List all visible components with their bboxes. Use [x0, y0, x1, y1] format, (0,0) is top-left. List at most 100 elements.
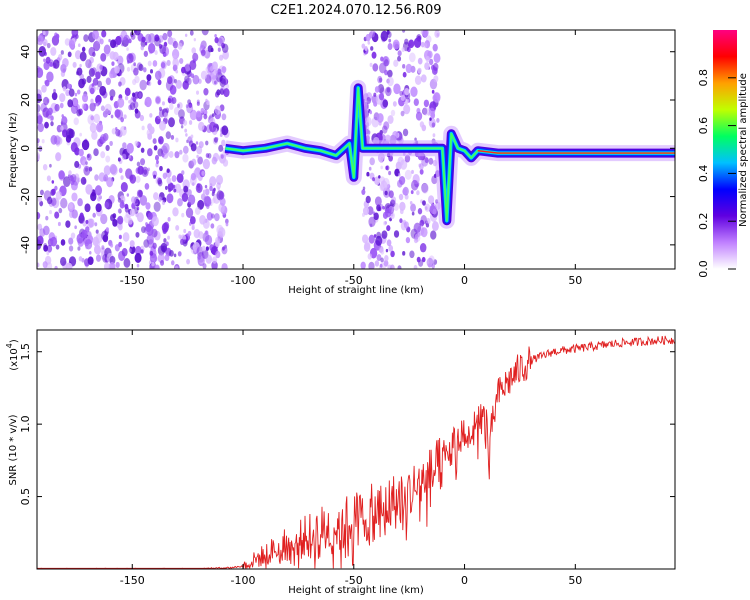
noise-blob	[206, 211, 213, 221]
noise-blob	[134, 198, 140, 207]
noise-blob	[384, 190, 388, 196]
noise-blob	[424, 220, 429, 225]
spectrogram-plot-area	[37, 30, 675, 269]
noise-blob	[390, 199, 396, 208]
noise-blob	[204, 230, 209, 237]
noise-blob	[89, 250, 92, 255]
noise-blob	[55, 244, 60, 250]
noise-blob	[129, 240, 135, 248]
noise-blob	[198, 121, 205, 131]
noise-blob	[157, 177, 163, 185]
noise-blob	[431, 221, 439, 232]
noise-blob	[421, 124, 427, 132]
noise-blob	[91, 83, 95, 87]
noise-blob	[380, 257, 384, 263]
noise-blob	[46, 175, 51, 182]
noise-blob	[118, 81, 122, 87]
noise-blob	[168, 117, 175, 128]
noise-blob	[368, 216, 376, 228]
noise-blob	[432, 133, 436, 138]
noise-blob	[360, 261, 366, 269]
noise-blob	[392, 101, 397, 107]
noise-blob	[109, 95, 114, 101]
noise-blob	[78, 43, 81, 48]
noise-blob	[37, 104, 41, 113]
noise-blob	[411, 169, 414, 175]
noise-blob	[139, 114, 145, 122]
noise-blob	[431, 263, 435, 269]
noise-blob	[154, 115, 161, 125]
noise-blob	[369, 110, 373, 115]
noise-blob	[157, 79, 162, 86]
noise-blob	[367, 253, 373, 260]
noise-blob	[397, 55, 402, 62]
noise-blob	[120, 175, 124, 180]
noise-blob	[433, 92, 441, 103]
noise-blob	[94, 222, 98, 227]
noise-blob	[46, 244, 53, 253]
noise-blob	[196, 154, 199, 159]
noise-blob	[128, 154, 131, 159]
noise-blob	[94, 185, 103, 196]
noise-blob	[426, 217, 431, 225]
snr-series-line	[37, 335, 675, 569]
noise-blob	[216, 174, 224, 185]
noise-blob	[145, 222, 148, 226]
noise-blob	[184, 128, 188, 133]
noise-blob	[376, 204, 381, 212]
noise-blob	[187, 99, 191, 105]
noise-blob	[223, 88, 230, 98]
noise-blob	[373, 100, 378, 107]
noise-blob	[83, 233, 87, 238]
noise-blob	[117, 157, 121, 162]
noise-blob	[384, 69, 388, 76]
noise-blob	[194, 206, 201, 215]
noise-blob	[99, 85, 107, 96]
noise-blob	[431, 175, 438, 185]
noise-blob	[162, 51, 167, 57]
noise-blob	[436, 117, 440, 123]
noise-blob	[177, 198, 183, 207]
noise-blob	[101, 245, 105, 250]
noise-blob	[70, 232, 76, 239]
noise-blob	[413, 264, 418, 269]
noise-blob	[51, 188, 56, 196]
colorbar-tick-label: 0.2	[697, 212, 710, 230]
noise-blob	[404, 154, 411, 163]
noise-blob	[37, 138, 40, 144]
noise-blob	[216, 89, 221, 96]
noise-blob	[51, 180, 55, 184]
noise-blob	[198, 231, 204, 239]
signal-band-core	[225, 87, 675, 222]
noise-blob	[362, 212, 365, 217]
noise-blob	[400, 110, 405, 117]
noise-blob	[149, 250, 154, 256]
noise-blob	[210, 213, 215, 219]
noise-blob	[395, 161, 402, 171]
noise-blob	[104, 201, 110, 209]
noise-blob	[190, 172, 196, 181]
noise-blob	[49, 163, 52, 168]
noise-blob	[414, 137, 417, 142]
noise-blob	[386, 239, 392, 247]
noise-blob	[168, 103, 174, 110]
snr-multiplier-exp: 4	[5, 343, 14, 348]
noise-blob	[378, 175, 381, 179]
snr-x-tick-label: 0	[461, 574, 468, 587]
noise-blob	[70, 178, 75, 186]
noise-blob	[202, 219, 210, 229]
noise-blob	[392, 39, 400, 50]
noise-blob	[158, 196, 162, 202]
noise-blob	[138, 142, 142, 147]
noise-blob	[386, 87, 391, 93]
noise-blob	[393, 202, 399, 211]
noise-blob	[195, 183, 203, 194]
noise-blob	[104, 49, 110, 57]
noise-blob	[209, 121, 217, 133]
noise-blob	[384, 208, 392, 218]
noise-blob	[90, 98, 94, 104]
noise-blob	[409, 250, 415, 259]
noise-blob	[166, 59, 171, 66]
noise-blob	[217, 187, 220, 191]
